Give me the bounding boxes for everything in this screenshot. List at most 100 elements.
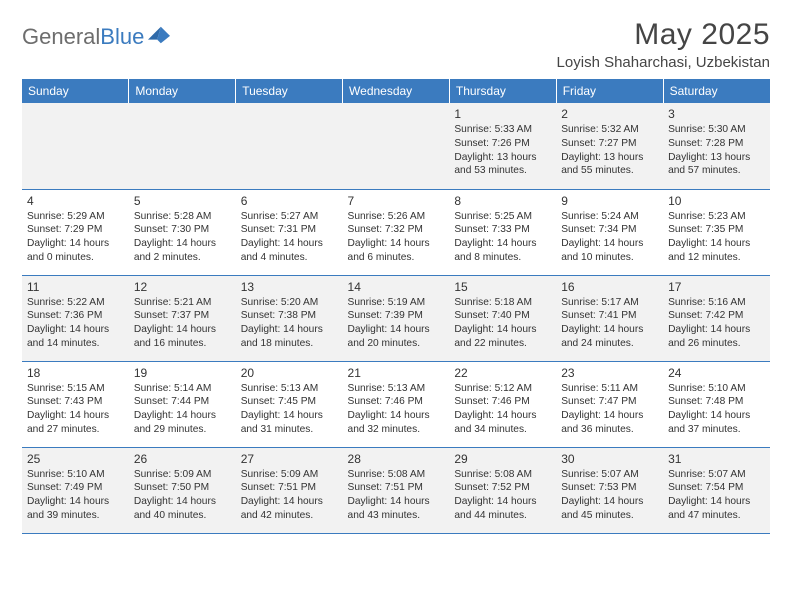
sunset-line: Sunset: 7:39 PM [348,309,445,323]
sunset-line: Sunset: 7:36 PM [27,309,124,323]
weekday-header: Sunday [22,79,129,103]
sunset-line: Sunset: 7:37 PM [134,309,231,323]
sunset-line: Sunset: 7:51 PM [348,481,445,495]
daylight-line: Daylight: 14 hours [454,409,551,423]
calendar-day-cell: 3Sunrise: 5:30 AMSunset: 7:28 PMDaylight… [663,103,770,189]
day-number: 29 [454,451,551,467]
sunset-line: Sunset: 7:46 PM [454,395,551,409]
daylight-line: and 20 minutes. [348,337,445,351]
calendar-day-cell: 10Sunrise: 5:23 AMSunset: 7:35 PMDayligh… [663,189,770,275]
day-number: 3 [668,106,765,122]
daylight-line: and 18 minutes. [241,337,338,351]
sunrise-line: Sunrise: 5:24 AM [561,210,658,224]
daylight-line: and 0 minutes. [27,251,124,265]
calendar-week-row: 11Sunrise: 5:22 AMSunset: 7:36 PMDayligh… [22,275,770,361]
day-number: 19 [134,365,231,381]
daylight-line: and 16 minutes. [134,337,231,351]
daylight-line: Daylight: 14 hours [134,409,231,423]
calendar-day-cell: 31Sunrise: 5:07 AMSunset: 7:54 PMDayligh… [663,447,770,533]
daylight-line: Daylight: 14 hours [27,495,124,509]
sunrise-line: Sunrise: 5:07 AM [561,468,658,482]
page-header: GeneralBlue May 2025 Loyish Shaharchasi,… [22,18,770,71]
calendar-day-cell: 16Sunrise: 5:17 AMSunset: 7:41 PMDayligh… [556,275,663,361]
daylight-line: Daylight: 14 hours [27,323,124,337]
calendar-day-cell: 20Sunrise: 5:13 AMSunset: 7:45 PMDayligh… [236,361,343,447]
daylight-line: Daylight: 14 hours [241,237,338,251]
daylight-line: Daylight: 14 hours [241,495,338,509]
daylight-line: Daylight: 14 hours [348,409,445,423]
day-number: 4 [27,193,124,209]
paper-plane-icon [148,26,170,44]
calendar-day-cell: 9Sunrise: 5:24 AMSunset: 7:34 PMDaylight… [556,189,663,275]
calendar-day-cell: 28Sunrise: 5:08 AMSunset: 7:51 PMDayligh… [343,447,450,533]
calendar-header-row: SundayMondayTuesdayWednesdayThursdayFrid… [22,79,770,103]
daylight-line: Daylight: 13 hours [454,151,551,165]
calendar-day-cell: 13Sunrise: 5:20 AMSunset: 7:38 PMDayligh… [236,275,343,361]
daylight-line: Daylight: 14 hours [561,495,658,509]
sunrise-line: Sunrise: 5:12 AM [454,382,551,396]
sunset-line: Sunset: 7:28 PM [668,137,765,151]
daylight-line: Daylight: 14 hours [561,237,658,251]
calendar-day-cell: 24Sunrise: 5:10 AMSunset: 7:48 PMDayligh… [663,361,770,447]
day-number: 25 [27,451,124,467]
daylight-line: and 6 minutes. [348,251,445,265]
daylight-line: Daylight: 14 hours [668,323,765,337]
sunrise-line: Sunrise: 5:32 AM [561,123,658,137]
sunrise-line: Sunrise: 5:09 AM [241,468,338,482]
calendar-day-cell: 6Sunrise: 5:27 AMSunset: 7:31 PMDaylight… [236,189,343,275]
sunrise-line: Sunrise: 5:25 AM [454,210,551,224]
calendar-day-cell: 17Sunrise: 5:16 AMSunset: 7:42 PMDayligh… [663,275,770,361]
calendar-day-cell: 7Sunrise: 5:26 AMSunset: 7:32 PMDaylight… [343,189,450,275]
day-number: 17 [668,279,765,295]
sunset-line: Sunset: 7:32 PM [348,223,445,237]
daylight-line: Daylight: 14 hours [348,495,445,509]
sunset-line: Sunset: 7:53 PM [561,481,658,495]
sunset-line: Sunset: 7:27 PM [561,137,658,151]
calendar-day-cell [22,103,129,189]
daylight-line: Daylight: 14 hours [561,323,658,337]
day-number: 9 [561,193,658,209]
sunset-line: Sunset: 7:34 PM [561,223,658,237]
daylight-line: and 10 minutes. [561,251,658,265]
calendar-day-cell: 12Sunrise: 5:21 AMSunset: 7:37 PMDayligh… [129,275,236,361]
day-number: 27 [241,451,338,467]
daylight-line: Daylight: 14 hours [668,495,765,509]
sunset-line: Sunset: 7:50 PM [134,481,231,495]
sunrise-line: Sunrise: 5:18 AM [454,296,551,310]
sunrise-line: Sunrise: 5:29 AM [27,210,124,224]
sunset-line: Sunset: 7:38 PM [241,309,338,323]
daylight-line: Daylight: 13 hours [668,151,765,165]
sunset-line: Sunset: 7:52 PM [454,481,551,495]
sunrise-line: Sunrise: 5:20 AM [241,296,338,310]
sunset-line: Sunset: 7:26 PM [454,137,551,151]
daylight-line: Daylight: 14 hours [241,323,338,337]
daylight-line: and 55 minutes. [561,164,658,178]
daylight-line: and 37 minutes. [668,423,765,437]
sunset-line: Sunset: 7:30 PM [134,223,231,237]
day-number: 12 [134,279,231,295]
sunrise-line: Sunrise: 5:07 AM [668,468,765,482]
calendar-day-cell: 1Sunrise: 5:33 AMSunset: 7:26 PMDaylight… [449,103,556,189]
sunset-line: Sunset: 7:54 PM [668,481,765,495]
day-number: 18 [27,365,124,381]
daylight-line: Daylight: 14 hours [668,409,765,423]
day-number: 23 [561,365,658,381]
daylight-line: and 2 minutes. [134,251,231,265]
location-label: Loyish Shaharchasi, Uzbekistan [557,54,770,71]
calendar-day-cell: 5Sunrise: 5:28 AMSunset: 7:30 PMDaylight… [129,189,236,275]
brand-text-general: General [22,24,100,50]
sunset-line: Sunset: 7:49 PM [27,481,124,495]
brand-text-blue: Blue [100,24,144,50]
day-number: 1 [454,106,551,122]
brand-logo: GeneralBlue [22,24,170,50]
daylight-line: and 14 minutes. [27,337,124,351]
sunset-line: Sunset: 7:42 PM [668,309,765,323]
sunset-line: Sunset: 7:47 PM [561,395,658,409]
daylight-line: and 39 minutes. [27,509,124,523]
calendar-day-cell: 2Sunrise: 5:32 AMSunset: 7:27 PMDaylight… [556,103,663,189]
calendar-day-cell: 30Sunrise: 5:07 AMSunset: 7:53 PMDayligh… [556,447,663,533]
sunset-line: Sunset: 7:45 PM [241,395,338,409]
sunrise-line: Sunrise: 5:11 AM [561,382,658,396]
weekday-header: Monday [129,79,236,103]
sunset-line: Sunset: 7:40 PM [454,309,551,323]
